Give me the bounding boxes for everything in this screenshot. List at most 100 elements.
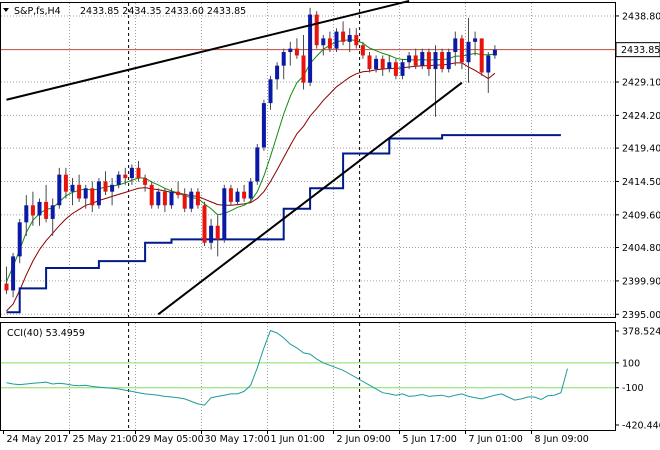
trendlines[interactable] [6,0,463,316]
candle [479,38,484,76]
bull-candle-body [255,147,260,182]
price-panel[interactable]: S&P,fs,H4 2433.85 2434.35 2433.60 2433.8… [0,0,660,321]
price-grid [1,3,615,317]
bull-candle-body [37,201,42,216]
candle [215,215,220,257]
candle [24,195,29,236]
bull-candle-body [407,55,412,63]
candle [189,188,194,213]
bear-candle-body [143,178,148,185]
bear-candle-body [479,38,484,73]
candle [459,35,464,70]
candle [275,62,280,90]
bull-candle-body [110,184,115,192]
cci-label: CCI(40) 53.4959 [7,328,85,339]
candle [281,48,286,80]
bear-candle-body [440,52,445,70]
bear-candle-body [413,55,418,66]
price-tick-label: 2424.20 [622,111,660,122]
candle [380,55,385,76]
bear-candle-body [136,167,141,179]
bear-candle-body [341,31,346,42]
candle [11,252,16,298]
candle [169,188,174,209]
cci-panel[interactable]: CCI(40) 53.4959 378.5245 100 -100 -420.4467 [0,322,660,432]
bear-candle-body [360,45,365,56]
candle [143,174,148,192]
candle [294,38,299,59]
candle [209,218,214,250]
bear-candle-body [294,48,299,56]
price-tick-label: 2414.50 [622,177,660,188]
candle [70,178,75,206]
ohlc-values: 2433.85 2434.35 2433.60 2433.85 [80,6,246,17]
bear-candle-body [30,205,35,216]
bear-candle-body [149,184,154,206]
symbol-label: S&P,fs,H4 [14,6,61,17]
price-tick-label: 2395.00 [622,310,660,321]
bull-candle-body [374,58,379,70]
bull-candle-body [83,188,88,199]
cci-tick-label: -420.4467 [622,421,660,432]
bull-candle-body [169,191,174,206]
candle [255,143,260,185]
bear-candle-body [459,38,464,63]
candle [77,174,82,202]
candle [228,184,233,206]
bull-candle-body [116,174,121,185]
cci-tick-label: 378.5245 [622,327,660,338]
channel-line [6,134,561,314]
trendline [157,81,463,316]
bull-candle-body [57,174,62,206]
bull-candle-body [11,256,16,291]
candle [473,31,478,56]
bear-candle-body [380,58,385,70]
candle [195,188,200,209]
candle [288,41,293,66]
candle [248,178,253,202]
bull-candle-body [70,184,75,192]
price-tick-label: 2438.80 [622,11,660,22]
candle [387,55,392,73]
bull-candle-body [492,49,497,56]
candle [57,167,62,209]
candle [301,35,306,90]
candle [30,191,35,226]
bear-candle-body [354,35,359,46]
candle [162,188,167,213]
bull-candle-body [466,41,471,63]
time-axis: 24 May 2017 25 May 21:00 29 May 05:00 30 Ma… [3,430,589,445]
collapse-triangle-icon[interactable] [3,8,9,12]
candle [466,17,471,83]
bear-candle-body [63,174,68,192]
bull-candle-body [288,48,293,53]
candle [268,75,273,110]
candle [321,35,326,56]
candle [374,55,379,73]
bull-candle-body [209,225,214,243]
candle [407,52,412,70]
bull-candle-body [387,62,392,70]
bear-candle-body [123,174,128,179]
candle [360,41,365,59]
candle [433,45,438,117]
candle [222,184,227,243]
candle [63,167,68,199]
candle [426,48,431,76]
bull-candle-body [235,191,240,202]
bear-candle-body [314,14,319,46]
bull-candle-body [334,31,339,49]
bear-candle-body [182,195,187,209]
bull-candle-body [420,52,425,66]
current-price-label: 2433.85 [621,45,660,56]
candle [116,171,121,189]
price-tick-label: 2399.90 [622,276,660,287]
bear-candle-body [103,181,108,192]
candle [314,11,319,49]
candle [413,48,418,70]
candle [327,31,332,53]
cci-line [6,329,568,406]
bull-candle-body [446,52,451,70]
